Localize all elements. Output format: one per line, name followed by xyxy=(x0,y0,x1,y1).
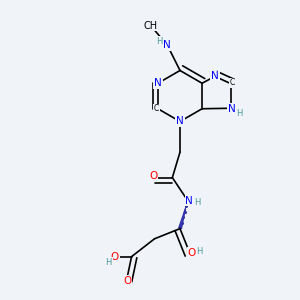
Polygon shape xyxy=(178,200,188,229)
Text: N: N xyxy=(164,40,171,50)
Text: H: H xyxy=(106,258,112,267)
Text: N: N xyxy=(176,116,184,127)
Text: N: N xyxy=(154,78,162,88)
Text: N: N xyxy=(185,196,193,206)
Text: O: O xyxy=(111,252,119,262)
Text: H: H xyxy=(194,198,200,207)
Text: H: H xyxy=(196,247,203,256)
Text: H: H xyxy=(236,109,243,118)
Text: N: N xyxy=(228,104,236,114)
Text: O: O xyxy=(188,248,196,258)
Text: C: C xyxy=(154,104,159,113)
Text: C: C xyxy=(230,78,235,87)
Text: N: N xyxy=(211,71,219,81)
Text: H: H xyxy=(157,37,163,46)
Text: CH: CH xyxy=(143,21,158,31)
Text: O: O xyxy=(123,276,131,286)
Text: O: O xyxy=(149,171,157,181)
